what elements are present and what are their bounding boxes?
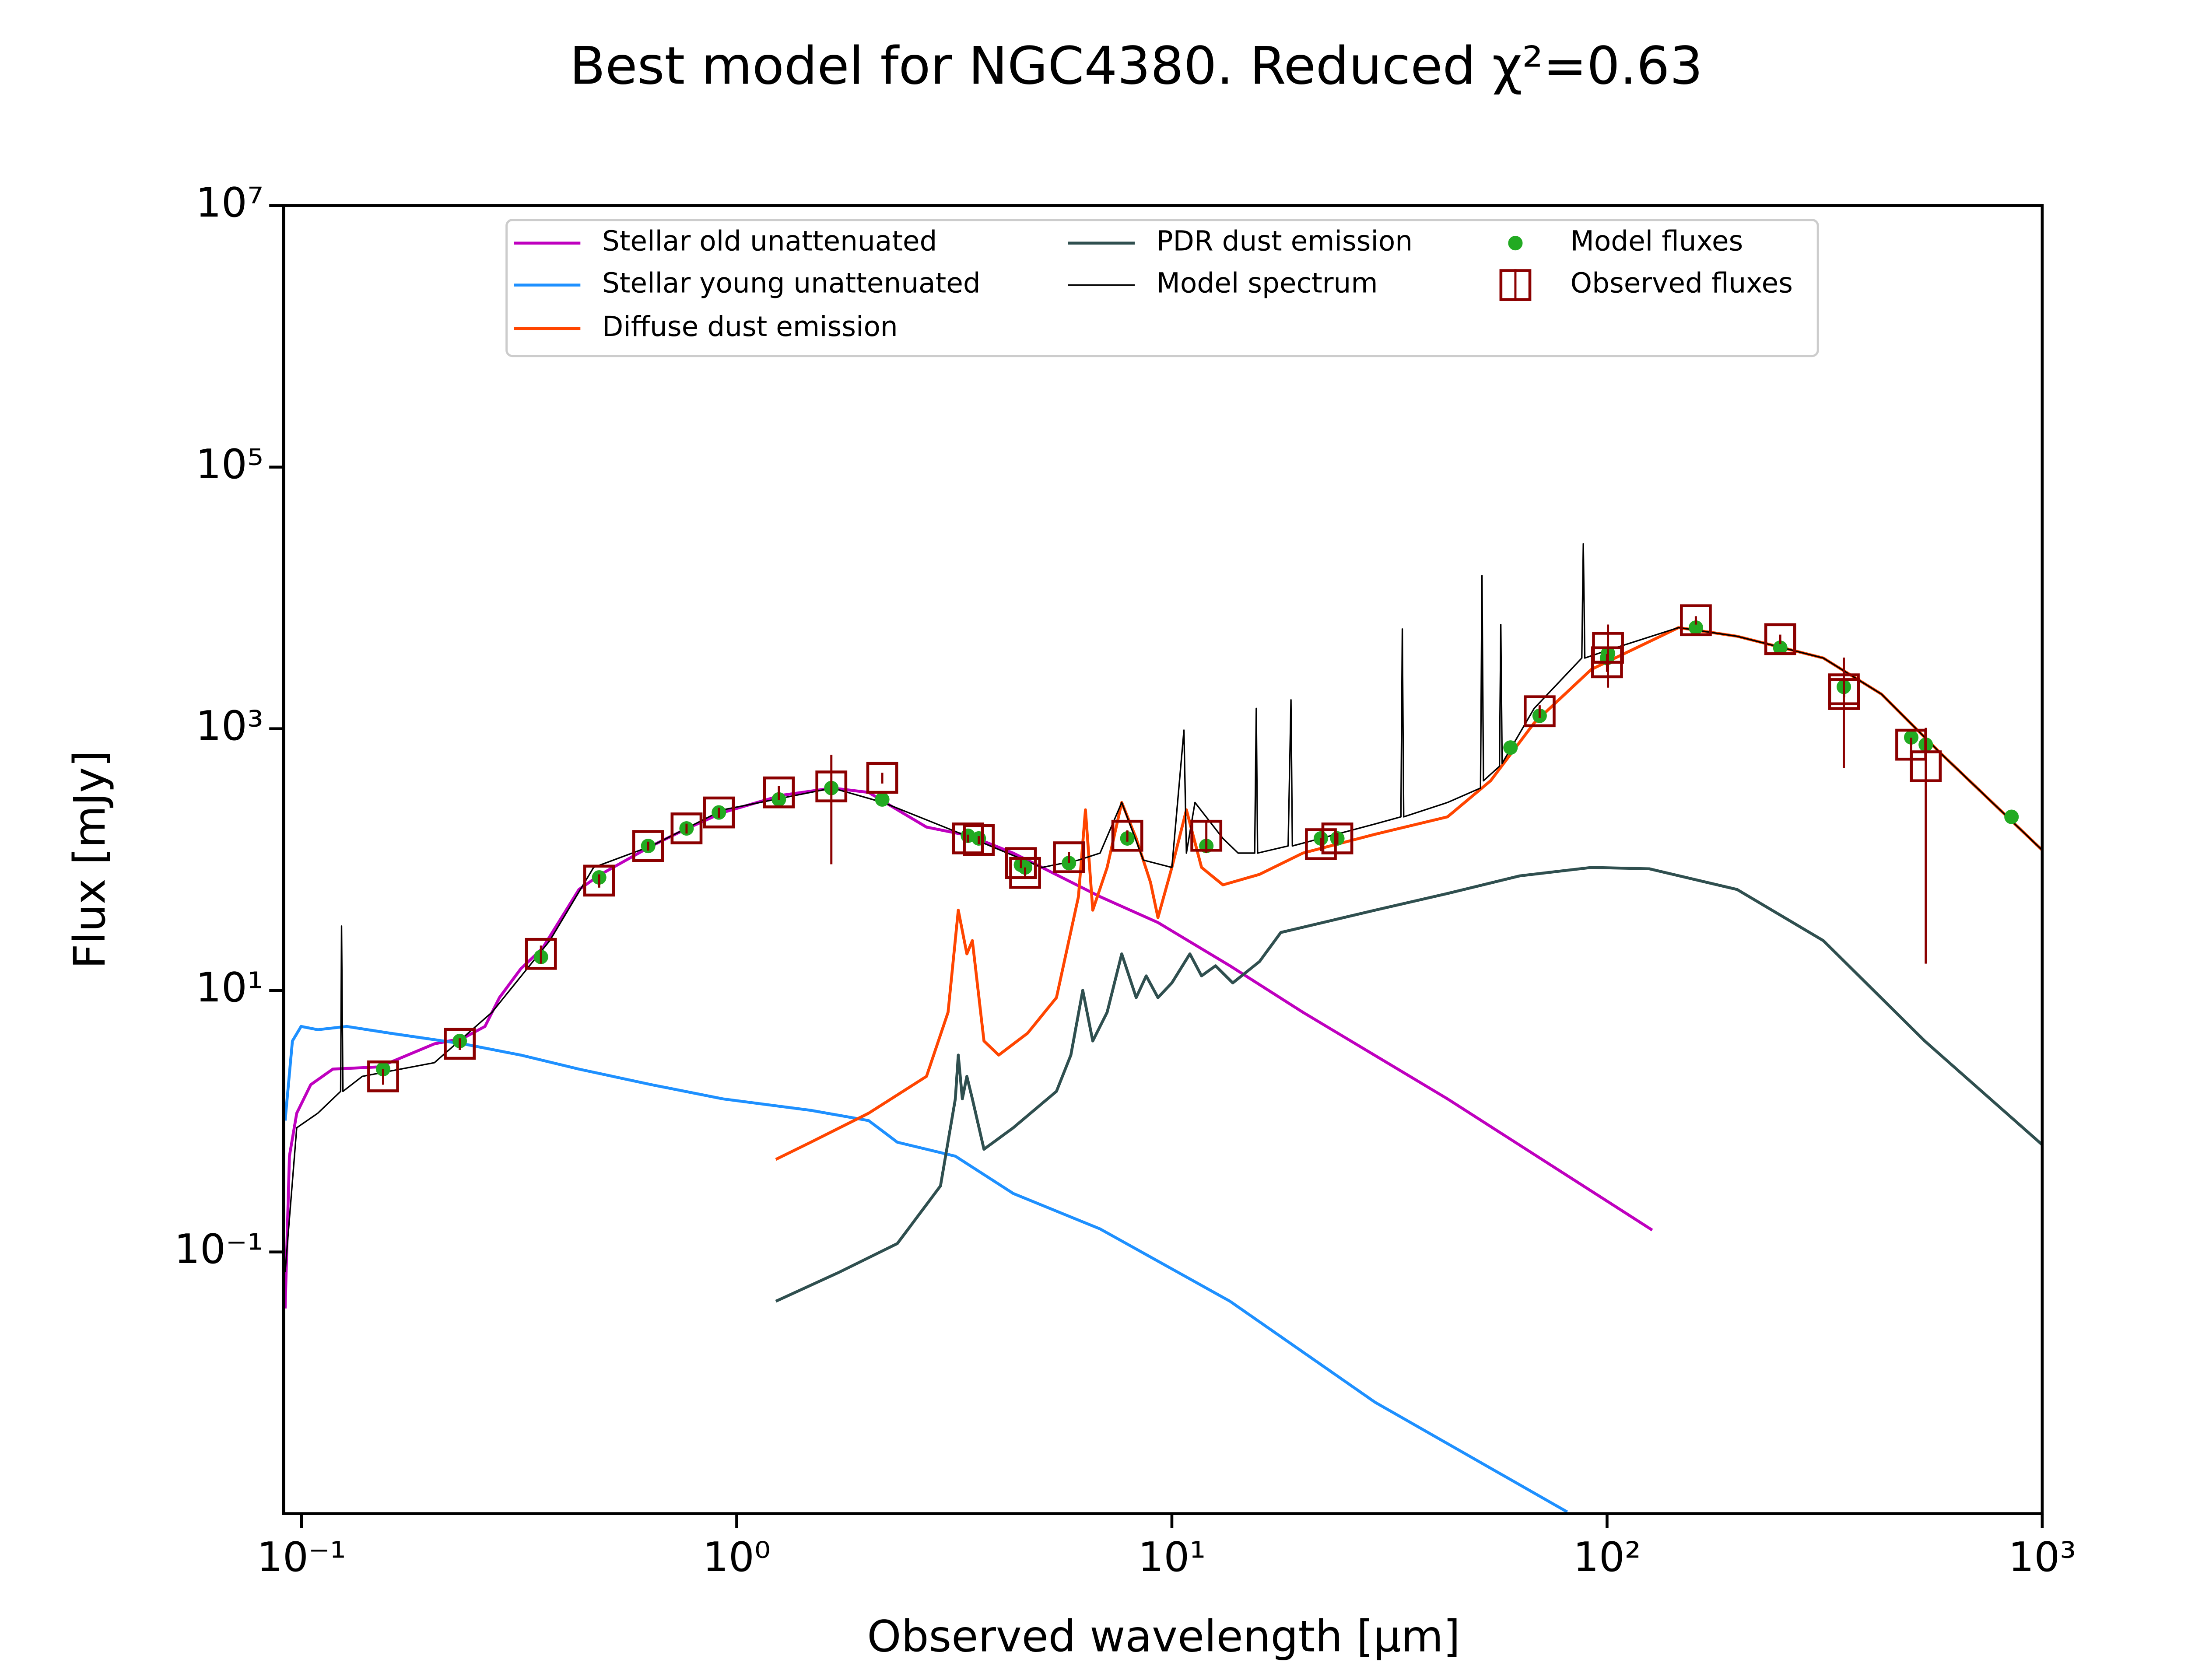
x-axis-label: Observed wavelength [μm] bbox=[867, 1612, 1460, 1662]
legend-label: Observed fluxes bbox=[1571, 267, 1793, 299]
observed-point bbox=[632, 830, 664, 862]
observed-point bbox=[1009, 857, 1041, 889]
observed-point bbox=[1111, 819, 1143, 852]
model-point bbox=[1773, 640, 1788, 655]
series-line bbox=[775, 866, 2042, 1303]
observed-point bbox=[1305, 828, 1337, 860]
model-point bbox=[1688, 620, 1703, 635]
observed-point bbox=[1053, 841, 1085, 873]
legend-swatch bbox=[1508, 236, 1523, 251]
legend-label: PDR dust emission bbox=[1157, 225, 1413, 257]
legend: Stellar old unattenuated Stellar young un… bbox=[505, 219, 1819, 357]
legend-label: Diffuse dust emission bbox=[602, 311, 898, 343]
observed-point bbox=[763, 776, 795, 808]
y-tick-label: 10⁵ bbox=[196, 441, 263, 488]
observed-point bbox=[1321, 822, 1353, 854]
observed-point bbox=[1523, 695, 1556, 728]
observed-point bbox=[1005, 847, 1037, 879]
legend-label: Model spectrum bbox=[1157, 267, 1378, 299]
legend-frame bbox=[505, 219, 1819, 357]
x-tick-label: 10² bbox=[1573, 1533, 1641, 1581]
chart-title: Best model for NGC4380. Reduced χ²=0.63 bbox=[570, 35, 1703, 96]
legend-label: Stellar old unattenuated bbox=[602, 225, 937, 257]
observed-point bbox=[815, 770, 848, 802]
y-tick-label: 10⁷ bbox=[196, 179, 263, 226]
y-tick-label: 10⁻¹ bbox=[174, 1225, 263, 1273]
observed-point bbox=[1828, 678, 1860, 710]
observed-point bbox=[866, 762, 898, 794]
observed-point bbox=[583, 864, 615, 897]
x-tick-label: 10³ bbox=[2008, 1533, 2076, 1581]
legend-label: Stellar young unattenuated bbox=[602, 267, 981, 299]
observed-point bbox=[703, 796, 735, 829]
observed-point bbox=[1910, 750, 1942, 782]
observed-point bbox=[1592, 632, 1624, 664]
legend-label: Model fluxes bbox=[1571, 225, 1743, 257]
axes-frame bbox=[282, 204, 2044, 1515]
observed-point bbox=[963, 824, 995, 856]
observed-point bbox=[1190, 819, 1223, 852]
series-line bbox=[284, 1025, 1568, 1513]
legend-swatch bbox=[1499, 269, 1532, 301]
x-tick-label: 10¹ bbox=[1138, 1533, 1206, 1581]
model-point bbox=[1904, 730, 1919, 745]
y-axis-label: Flux [mJy] bbox=[65, 750, 115, 969]
observed-point bbox=[525, 938, 557, 970]
observed-point bbox=[1764, 623, 1796, 655]
observed-point bbox=[670, 812, 703, 844]
model-point bbox=[1503, 740, 1518, 755]
y-tick-label: 10¹ bbox=[196, 964, 263, 1011]
x-tick-label: 10⁰ bbox=[703, 1533, 771, 1581]
observed-point bbox=[367, 1060, 399, 1092]
model-point bbox=[875, 792, 890, 807]
observed-point bbox=[444, 1028, 476, 1060]
observed-point bbox=[1680, 604, 1712, 637]
x-tick-label: 10⁻¹ bbox=[257, 1533, 346, 1581]
y-tick-label: 10³ bbox=[196, 702, 263, 749]
plot-area bbox=[284, 543, 2042, 1513]
model-point bbox=[2004, 809, 2019, 824]
observed-point bbox=[952, 822, 984, 854]
